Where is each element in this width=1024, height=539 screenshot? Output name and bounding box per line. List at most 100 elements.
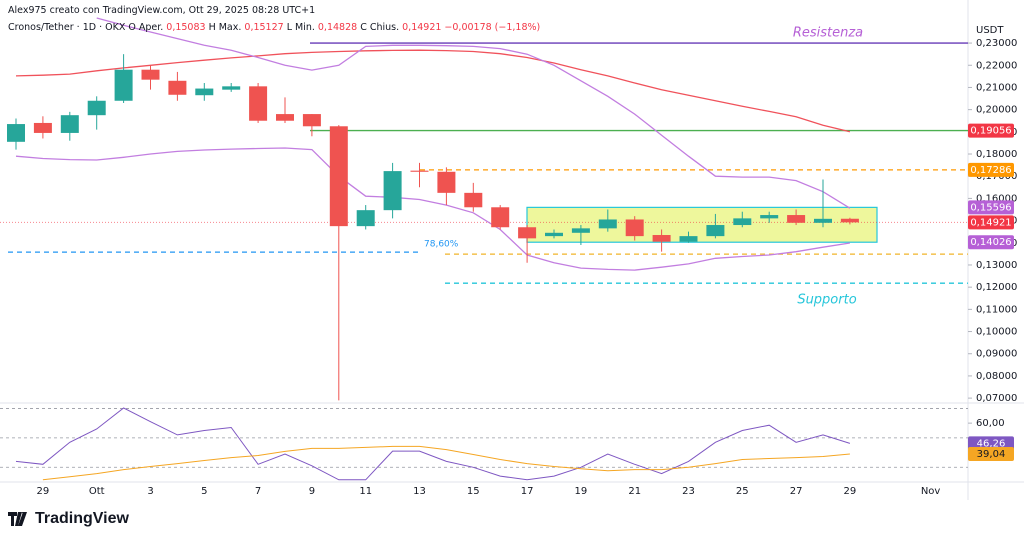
annotation: Resistenza (793, 26, 863, 41)
x-tick-label: Nov (921, 486, 941, 497)
y-tick-label: 0,22000 (976, 60, 1017, 71)
currency: USDT (976, 25, 1004, 36)
logo (8, 512, 27, 526)
y-tick-label: 0,08000 (976, 371, 1017, 382)
candle-body (302, 114, 321, 127)
y-tick-label: 0,23000 (976, 38, 1017, 49)
price-label-bg (968, 235, 1014, 250)
ohlc-key: C (360, 22, 367, 33)
candle-body (168, 80, 187, 95)
x-tick-label: 27 (790, 486, 803, 497)
candle-body (437, 171, 456, 193)
candle-body (491, 207, 510, 228)
candle-body (518, 227, 537, 239)
candle-body (760, 215, 779, 219)
range-box (526, 206, 878, 243)
change: −0,00178 (−1,18%) (444, 22, 541, 33)
ohlc-label: Max. (218, 22, 242, 33)
y-tick-label: 0,12000 (976, 282, 1017, 293)
x-tick-label: 13 (413, 486, 426, 497)
price-label: 0,14921 (970, 217, 1011, 228)
ohlc-value: 0,14828 (317, 22, 358, 33)
level-text: 78,60% (424, 240, 459, 250)
candle-body (222, 86, 241, 90)
x-tick-label: 7 (255, 486, 261, 497)
candle-body (625, 219, 644, 237)
x-tick-label: 3 (147, 486, 153, 497)
value-label: 39,04 (977, 449, 1006, 460)
candle-body (545, 232, 563, 237)
ohlc-label: Chius. (369, 22, 400, 33)
rsi-line (15, 407, 851, 481)
candle-body (787, 215, 806, 223)
x-tick-label: 29 (844, 486, 857, 497)
symbol: Cronos/Tether · 1D · OKX (8, 22, 126, 33)
overlay-line (15, 147, 851, 271)
value-label-bg (968, 436, 1014, 451)
candle-body (383, 171, 402, 211)
price-label-bg (968, 162, 1014, 177)
candle-body (840, 218, 859, 223)
candle-body (249, 86, 268, 121)
candle-body (60, 115, 79, 133)
legend: Cronos/Tether · 1D · OKX O Aper. 0,15083 H Ma… (8, 19, 543, 36)
price-label-bg (968, 200, 1014, 215)
x-tick-label: 19 (575, 486, 588, 497)
candle-body (195, 88, 214, 96)
candle-body (141, 69, 160, 80)
candle-body (410, 170, 429, 172)
candle-body (329, 126, 348, 227)
candle-body (652, 235, 671, 242)
annotation: Supporto (797, 293, 856, 308)
y-tick-label: 0,20000 (976, 105, 1017, 116)
footer: TradingView (8, 510, 129, 528)
candle-body (87, 100, 106, 116)
ohlc-value: 0,15083 (166, 22, 206, 33)
value-label: 46,26 (977, 438, 1006, 449)
price-label-bg (968, 215, 1014, 230)
y-tick-label: 0,16000 (976, 193, 1017, 204)
candle-body (679, 236, 698, 242)
x-tick-label: 23 (682, 486, 695, 497)
ohlc-value: 0,15127 (244, 22, 284, 33)
ohlc-label: Min. (295, 22, 315, 33)
candle-body (114, 69, 133, 101)
x-tick-label: 11 (359, 486, 372, 497)
value-label-bg (968, 446, 1014, 461)
header: Alex975 creato con TradingView.com, Ott … (8, 2, 543, 36)
credit: Alex975 creato con TradingView.com, Ott … (8, 5, 316, 16)
candle-body (706, 225, 725, 237)
overlay-line (96, 17, 851, 209)
price-label: 0,14026 (970, 237, 1011, 248)
y-tick-label: 60,00 (976, 418, 1005, 429)
price-label: 0,17286 (970, 165, 1011, 176)
x-tick-label: 15 (467, 486, 480, 497)
candle-body (571, 228, 590, 233)
price-label: 0,19056 (970, 126, 1011, 137)
y-tick-label: 0,09000 (976, 349, 1017, 360)
x-tick-label: 5 (201, 486, 207, 497)
candle-body (733, 218, 752, 226)
y-tick-label: 0,07000 (976, 393, 1017, 404)
ohlc-key: H (208, 22, 216, 33)
candle-body (598, 219, 617, 229)
rsi-line (42, 445, 850, 481)
x-tick-label: 21 (628, 486, 641, 497)
x-tick-label: Ott (89, 486, 105, 497)
brand: TradingView (35, 510, 129, 527)
candle-body (464, 192, 483, 208)
y-tick-label: 0,10000 (976, 327, 1017, 338)
ohlc-key: L (286, 22, 292, 33)
x-tick-label: 9 (309, 486, 315, 497)
ohlc-value: 0,14921 (402, 22, 442, 33)
ohlc-label: Aper. (138, 22, 164, 33)
y-tick-label: 0,18000 (976, 149, 1017, 160)
y-tick-label: 0,21000 (976, 82, 1017, 93)
y-tick-label: 0,11000 (976, 304, 1017, 315)
y-tick-label: 0,13000 (976, 260, 1017, 271)
ohlc-key: O (128, 22, 136, 33)
x-tick-label: 17 (521, 486, 534, 497)
